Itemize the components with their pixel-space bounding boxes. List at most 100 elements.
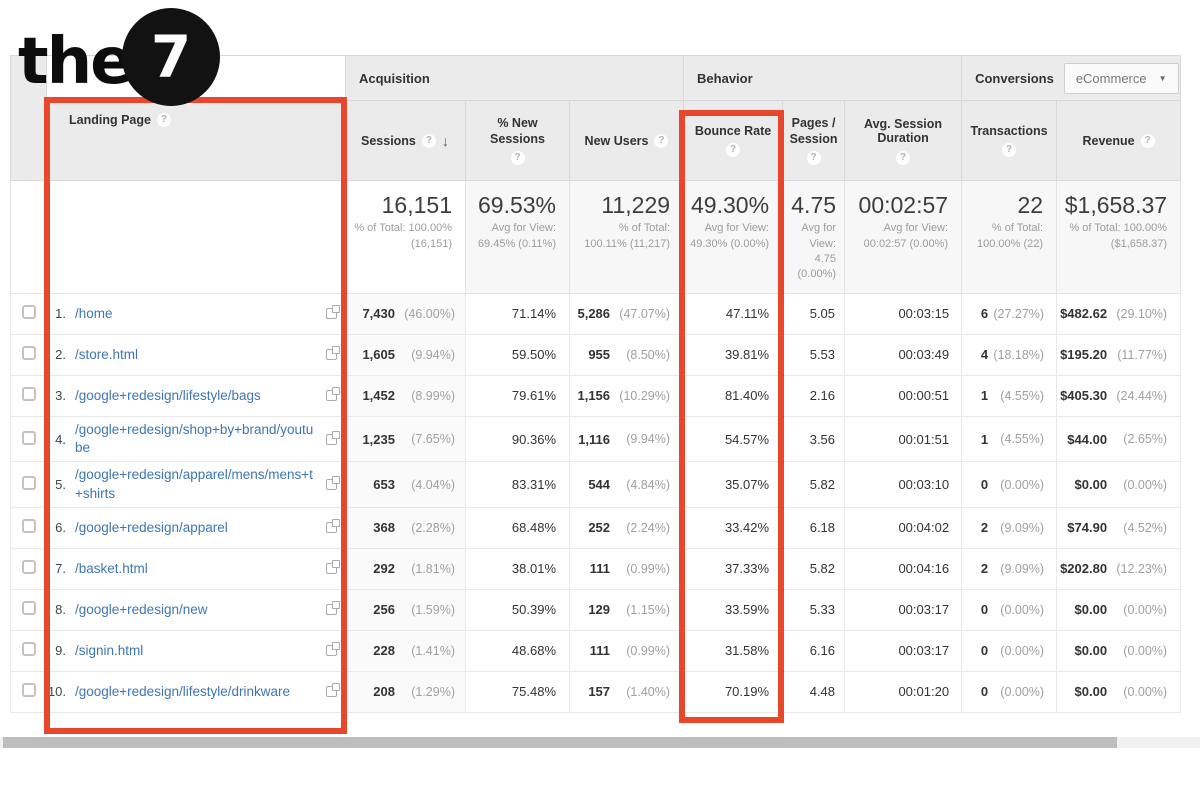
landing-page-link[interactable]: /basket.html [75, 560, 148, 576]
new-users-label: New Users [584, 133, 649, 148]
pct-new-sessions-cell: 38.01% [465, 548, 570, 590]
logo-word: the [18, 25, 134, 99]
row-checkbox[interactable] [21, 601, 36, 616]
column-header-landing-page[interactable]: Landing Page? [46, 100, 346, 181]
row-checkbox[interactable] [21, 430, 36, 445]
column-header-avg-session-duration[interactable]: Avg. Session Duration? [844, 100, 963, 181]
column-header-revenue[interactable]: Revenue? [1056, 100, 1182, 181]
summary-sessions: 16,151% of Total: 100.00% (16,151) [345, 180, 466, 294]
column-header-bounce-rate[interactable]: Bounce Rate? [683, 100, 784, 181]
open-in-new-icon[interactable] [326, 387, 340, 402]
bounce-rate-cell: 47.11% [683, 293, 784, 335]
sort-descending-icon[interactable]: ↓ [441, 132, 449, 149]
pct-new-sessions-cell: 75.48% [465, 671, 570, 713]
pages-session-cell: 6.16 [782, 630, 846, 672]
row-checkbox[interactable] [21, 560, 36, 575]
pages-session-cell: 5.05 [782, 293, 846, 335]
transactions-cell: 0 (0.00%) [961, 589, 1058, 631]
avg-session-duration-cell: 00:04:16 [844, 548, 963, 590]
open-in-new-icon[interactable] [326, 305, 340, 320]
summary-checkbox-cell [10, 180, 47, 294]
row-index: 3. [55, 388, 66, 404]
help-icon[interactable]: ? [726, 143, 741, 158]
summary-revenue: $1,658.37% of Total: 100.00% ($1,658.37) [1056, 180, 1182, 294]
new-users-cell: 157 (1.40%) [568, 671, 685, 713]
select-all-header-cell[interactable] [10, 55, 47, 181]
landing-page-link[interactable]: /signin.html [75, 642, 144, 658]
row-index: 10. [47, 684, 66, 700]
revenue-cell: $202.80 (12.23%) [1056, 548, 1182, 590]
open-in-new-icon[interactable] [326, 683, 340, 698]
column-header-pct-new-sessions[interactable]: % New Sessions? [465, 100, 570, 181]
landing-page-link[interactable]: /google+redesign/apparel/mens/mens+t+shi… [75, 467, 313, 501]
help-icon[interactable]: ? [896, 150, 911, 165]
table-row: 3. /google+redesign/lifestyle/bags 1,452… [10, 375, 1182, 417]
open-in-new-icon[interactable] [326, 560, 340, 575]
sessions-label: Sessions [361, 133, 416, 148]
pct-new-sessions-cell: 68.48% [465, 507, 570, 549]
row-checkbox[interactable] [21, 387, 36, 402]
row-checkbox[interactable] [21, 642, 36, 657]
column-header-sessions[interactable]: Sessions? ↓ [345, 100, 466, 181]
column-header-new-users[interactable]: New Users? [568, 100, 685, 181]
sessions-cell: 208 (1.29%) [345, 671, 466, 713]
transactions-cell: 6 (27.27%) [961, 293, 1058, 335]
sessions-cell: 653 (4.04%) [345, 461, 466, 508]
open-in-new-icon[interactable] [326, 476, 340, 491]
column-header-pages-session[interactable]: Pages / Session? [782, 100, 846, 181]
landing-page-link[interactable]: /google+redesign/apparel [75, 519, 228, 535]
horizontal-scrollbar-handle[interactable] [3, 737, 1117, 748]
row-checkbox-cell [10, 334, 47, 376]
revenue-label: Revenue [1082, 133, 1135, 148]
pct-new-sessions-cell: 83.31% [465, 461, 570, 508]
open-in-new-icon[interactable] [326, 346, 340, 361]
landing-page-link[interactable]: /store.html [75, 346, 139, 362]
landing-page-link[interactable]: /google+redesign/new [75, 601, 208, 617]
landing-page-cell: 4. /google+redesign/shop+by+brand/youtub… [46, 416, 346, 463]
group-header-acquisition: Acquisition [344, 55, 685, 101]
row-index: 1. [55, 306, 66, 322]
help-icon[interactable]: ? [421, 133, 436, 148]
landing-page-link[interactable]: /home [75, 305, 113, 321]
help-icon[interactable]: ? [1002, 143, 1017, 158]
column-header-transactions[interactable]: Transactions? [961, 100, 1058, 181]
table-row: 1. /home 7,430 (46.00%) 71.14% 5,286 (47.0… [10, 293, 1182, 335]
landing-page-link[interactable]: /google+redesign/shop+by+brand/youtube [75, 421, 314, 456]
landing-page-link[interactable]: /google+redesign/lifestyle/drinkware [75, 683, 290, 699]
pages-session-cell: 5.33 [782, 589, 846, 631]
transactions-label: Transactions [970, 123, 1048, 138]
new-users-cell: 111 (0.99%) [568, 630, 685, 672]
bounce-rate-cell: 33.59% [683, 589, 784, 631]
row-checkbox[interactable] [21, 519, 36, 534]
landing-page-link[interactable]: /google+redesign/lifestyle/bags [75, 387, 261, 403]
new-users-cell: 129 (1.15%) [568, 589, 685, 631]
transactions-cell: 1 (4.55%) [961, 375, 1058, 417]
revenue-cell: $195.20 (11.77%) [1056, 334, 1182, 376]
pages-session-cell: 3.56 [782, 416, 846, 463]
landing-page-cell: 6. /google+redesign/apparel [46, 507, 346, 549]
row-checkbox[interactable] [21, 305, 36, 320]
conversions-dropdown[interactable]: eCommerce ▼ [1063, 62, 1179, 94]
open-in-new-icon[interactable] [326, 601, 340, 616]
new-users-cell: 252 (2.24%) [568, 507, 685, 549]
transactions-cell: 2 (9.09%) [961, 507, 1058, 549]
new-users-cell: 1,156 (10.29%) [568, 375, 685, 417]
pct-new-sessions-cell: 48.68% [465, 630, 570, 672]
landing-page-cell: 5. /google+redesign/apparel/mens/mens+t+… [46, 461, 346, 508]
horizontal-scrollbar-track[interactable] [0, 737, 1200, 748]
help-icon[interactable]: ? [156, 113, 171, 127]
open-in-new-icon[interactable] [326, 642, 340, 657]
help-icon[interactable]: ? [806, 151, 821, 166]
help-icon[interactable]: ? [654, 133, 669, 148]
row-checkbox[interactable] [21, 346, 36, 361]
open-in-new-icon[interactable] [326, 519, 340, 534]
pct-new-sessions-cell: 90.36% [465, 416, 570, 463]
logo-digit: 7 [150, 23, 192, 91]
open-in-new-icon[interactable] [326, 430, 340, 445]
help-icon[interactable]: ? [510, 151, 525, 166]
help-icon[interactable]: ? [1140, 133, 1155, 148]
row-checkbox[interactable] [21, 476, 36, 491]
row-checkbox[interactable] [21, 683, 36, 698]
summary-pct-new-sessions: 69.53% Avg for View: 69.45% (0.11%) [465, 180, 570, 294]
